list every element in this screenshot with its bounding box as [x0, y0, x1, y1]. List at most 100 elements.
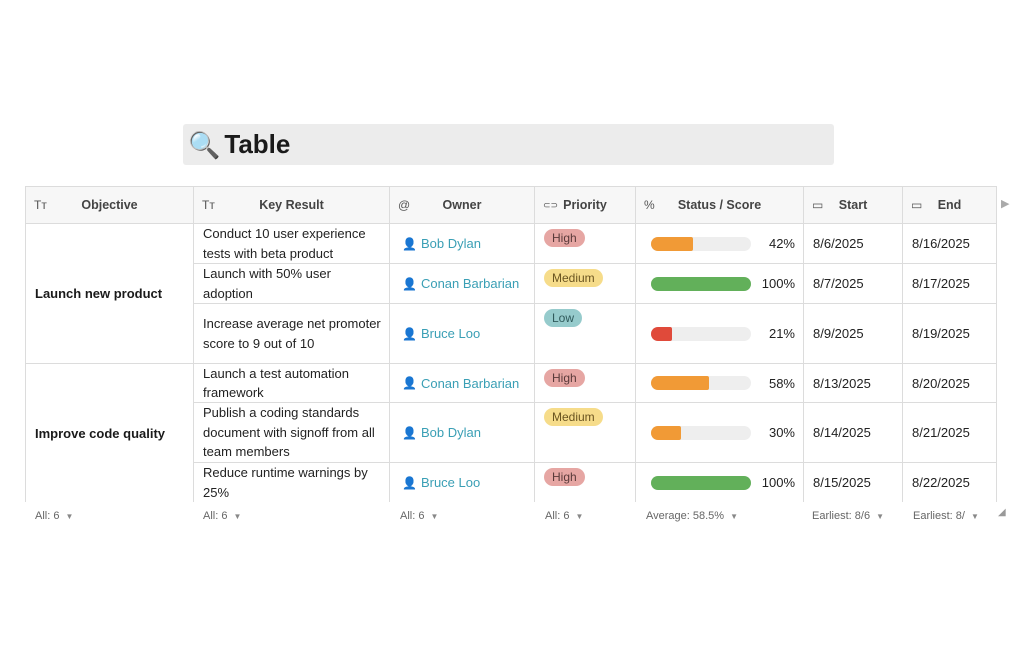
person-icon: 👤 — [402, 276, 417, 291]
owner-name[interactable]: Bob Dylan — [420, 425, 481, 440]
table-row[interactable]: Launch with 50% user adoption 👤 Conan Bar… — [194, 264, 997, 304]
owner-cell[interactable]: 👤 Conan Barbarian — [390, 264, 535, 303]
table-row[interactable]: Launch a test automation framework 👤 Cona… — [194, 364, 997, 403]
owner-cell[interactable]: 👤 Bob Dylan — [390, 224, 535, 263]
page-title[interactable]: Table — [224, 129, 291, 159]
footer-summary-objective[interactable]: All: 6 ▼ — [35, 510, 73, 522]
owner-name[interactable]: Conan Barbarian — [420, 375, 520, 391]
footer-summary-priority[interactable]: All: 6 ▼ — [545, 510, 583, 522]
start-date-cell[interactable]: 8/15/2025 — [804, 463, 903, 502]
start-date-cell[interactable]: 8/7/2025 — [804, 264, 903, 303]
progress-percent: 42% — [768, 236, 795, 251]
summary-label: All: 6 — [400, 510, 425, 522]
progress-percent: 100% — [761, 475, 795, 490]
owner-cell[interactable]: 👤 Bruce Loo — [390, 304, 535, 363]
column-header-status[interactable]: % Status / Score — [636, 187, 804, 223]
progress-bar — [651, 276, 751, 291]
objective-cell[interactable]: Improve code quality — [26, 364, 194, 502]
group-rows: Conduct 10 user experience tests with be… — [194, 224, 997, 363]
table-row[interactable]: Publish a coding standards document with… — [194, 403, 997, 463]
end-date-cell[interactable]: 8/16/2025 — [903, 224, 997, 263]
footer-summary-owner[interactable]: All: 6 ▼ — [400, 510, 438, 522]
text-type-icon: Tт — [34, 198, 47, 212]
owner-name[interactable]: Conan Barbarian — [420, 276, 520, 291]
footer-summary-end[interactable]: Earliest: 8/ ▼ — [913, 510, 979, 522]
calendar-icon: ▭ — [911, 198, 923, 212]
expand-handle-icon[interactable]: ▶ — [1001, 198, 1010, 210]
column-header-end[interactable]: ▭ End — [903, 187, 997, 223]
chevron-down-icon: ▼ — [65, 512, 74, 521]
table-footer: All: 6 ▼ All: 6 ▼ All: 6 ▼ All: 6 ▼ Average:… — [25, 510, 997, 526]
priority-cell[interactable]: Medium — [535, 264, 636, 303]
status-cell[interactable]: 42% — [636, 224, 804, 263]
status-cell[interactable]: 58% — [636, 364, 804, 402]
column-header-priority[interactable]: ⊂⊃ Priority — [535, 187, 636, 223]
progress-fill — [651, 236, 693, 251]
status-cell[interactable]: 100% — [636, 463, 804, 502]
key-result-cell[interactable]: Launch with 50% user adoption — [194, 264, 390, 303]
priority-tag[interactable]: Low — [544, 309, 583, 327]
calendar-icon: ▭ — [812, 198, 824, 212]
owner-cell[interactable]: 👤 Bruce Loo — [390, 463, 535, 502]
column-label: Start — [838, 198, 868, 212]
priority-tag[interactable]: Medium — [544, 408, 603, 426]
key-result-cell[interactable]: Reduce runtime warnings by 25% — [194, 463, 390, 502]
owner-name[interactable]: Bruce Loo — [420, 475, 481, 490]
chevron-down-icon: ▼ — [730, 512, 738, 521]
key-result-cell[interactable]: Conduct 10 user experience tests with be… — [194, 224, 390, 263]
owner-cell[interactable]: 👤 Conan Barbarian — [390, 364, 535, 402]
start-date-cell[interactable]: 8/14/2025 — [804, 403, 903, 462]
end-date-cell[interactable]: 8/20/2025 — [903, 364, 997, 402]
priority-tag[interactable]: High — [544, 468, 585, 486]
objective-cell[interactable]: Launch new product — [26, 224, 194, 363]
priority-cell[interactable]: High — [535, 224, 636, 263]
table-row[interactable]: Reduce runtime warnings by 25% 👤 Bruce Lo… — [194, 463, 997, 502]
owner-cell[interactable]: 👤 Bob Dylan — [390, 403, 535, 462]
column-header-owner[interactable]: @ Owner — [390, 187, 535, 223]
table-row[interactable]: Increase average net promoter score to 9… — [194, 304, 997, 363]
priority-cell[interactable]: Low — [535, 304, 636, 363]
column-header-objective[interactable]: Tт Objective — [26, 187, 194, 223]
progress-bar — [651, 376, 751, 390]
priority-cell[interactable]: High — [535, 364, 636, 402]
priority-cell[interactable]: High — [535, 463, 636, 502]
key-result-cell[interactable]: Launch a test automation framework — [194, 364, 390, 402]
end-date-cell[interactable]: 8/22/2025 — [903, 463, 997, 502]
footer-summary-status[interactable]: Average: 58.5% ▼ — [646, 510, 738, 522]
summary-label: Earliest: 8/ — [913, 510, 965, 522]
table-row[interactable]: Conduct 10 user experience tests with be… — [194, 224, 997, 264]
table-group: Improve code quality Launch a test autom… — [26, 364, 997, 502]
status-cell[interactable]: 100% — [636, 264, 804, 303]
text-type-icon: Tт — [202, 198, 215, 212]
end-date-cell[interactable]: 8/17/2025 — [903, 264, 997, 303]
chevron-down-icon: ▼ — [430, 512, 439, 521]
column-header-start[interactable]: ▭ Start — [804, 187, 903, 223]
status-cell[interactable]: 30% — [636, 403, 804, 462]
start-date-cell[interactable]: 8/6/2025 — [804, 224, 903, 263]
column-label: End — [937, 198, 962, 212]
end-date-cell[interactable]: 8/21/2025 — [903, 403, 997, 462]
page-title-bar[interactable]: 🔍 Table — [183, 124, 834, 165]
owner-name[interactable]: Bob Dylan — [420, 236, 481, 251]
start-date-cell[interactable]: 8/13/2025 — [804, 364, 903, 402]
footer-summary-start[interactable]: Earliest: 8/6 ▼ — [812, 510, 884, 522]
key-result-cell[interactable]: Increase average net promoter score to 9… — [194, 304, 390, 363]
column-header-key-result[interactable]: Tт Key Result — [194, 187, 390, 223]
resize-handle-icon[interactable]: ◢ — [998, 507, 1006, 518]
column-label: Objective — [81, 198, 138, 212]
progress-bar — [651, 475, 751, 490]
progress-bar — [651, 236, 751, 251]
priority-tag[interactable]: High — [544, 369, 585, 387]
owner-name[interactable]: Bruce Loo — [420, 326, 481, 341]
status-cell[interactable]: 21% — [636, 304, 804, 363]
summary-label: Earliest: 8/6 — [812, 510, 871, 522]
progress-bar — [651, 425, 751, 440]
priority-tag[interactable]: High — [544, 229, 585, 247]
key-result-cell[interactable]: Publish a coding standards document with… — [194, 403, 390, 462]
end-date-cell[interactable]: 8/19/2025 — [903, 304, 997, 363]
start-date-cell[interactable]: 8/9/2025 — [804, 304, 903, 363]
priority-cell[interactable]: Medium — [535, 403, 636, 462]
priority-tag[interactable]: Medium — [544, 269, 603, 287]
footer-summary-key-result[interactable]: All: 6 ▼ — [203, 510, 241, 522]
progress-fill — [651, 475, 751, 490]
